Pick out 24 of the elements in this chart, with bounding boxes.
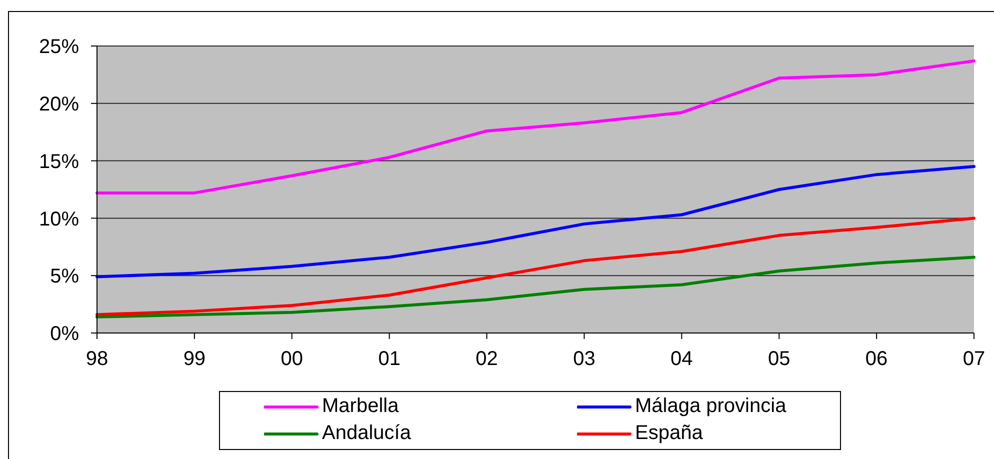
line-series [96, 216, 976, 316]
y-tick-label: 25% [38, 36, 80, 58]
legend-label: España [635, 422, 703, 445]
y-tick-label: 10% [38, 208, 80, 230]
y-tick-label: 15% [38, 150, 80, 173]
legend-label: Andalucía [322, 422, 411, 445]
legend-label: Marbella [322, 395, 399, 418]
x-tick-label: 02 [476, 348, 498, 370]
line-series [96, 165, 976, 278]
x-tick-label: 05 [768, 348, 790, 370]
x-tick-label: 03 [573, 348, 596, 370]
x-tick-label: 99 [183, 348, 206, 370]
line-series [96, 256, 976, 318]
x-tick-label: 98 [86, 348, 108, 370]
x-tick-label: 04 [670, 348, 693, 370]
y-tick-label: 0% [50, 323, 80, 346]
x-tick-label: 06 [865, 348, 888, 370]
line-series [96, 59, 976, 194]
y-tick-label: 20% [38, 94, 80, 116]
x-tick-label: 00 [280, 348, 304, 370]
legend-label: Málaga provincia [635, 395, 786, 418]
x-tick-label: 01 [378, 348, 400, 370]
x-tick-label: 07 [962, 348, 986, 370]
y-tick-label: 5% [50, 266, 80, 288]
